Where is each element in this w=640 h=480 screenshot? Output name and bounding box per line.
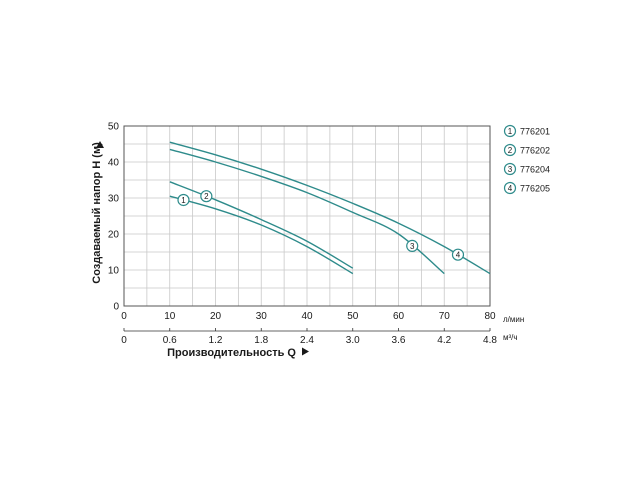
x-tick-label-primary: 60: [393, 311, 405, 322]
x-tick-label-secondary: 4.2: [437, 335, 451, 346]
x-tick-label-secondary: 0.6: [163, 335, 177, 346]
curve-776201: [169, 195, 354, 275]
y-tick-label: 40: [108, 158, 120, 169]
legend-marker-number: 1: [508, 127, 513, 136]
curve-776204: [169, 148, 445, 275]
y-axis-title: Создаваемый напор H (м): [91, 142, 103, 284]
x-tick-label-secondary: 1.2: [209, 335, 223, 346]
y-axis-arrow-icon: [96, 141, 104, 148]
x-tick-label-secondary: 3.0: [346, 335, 360, 346]
x-tick-label-secondary: 1.8: [254, 335, 268, 346]
legend-label-776201: 776201: [520, 127, 550, 137]
curve-marker-1: [177, 193, 190, 207]
y-tick-label: 50: [108, 122, 120, 133]
x-unit-secondary: м³/ч: [503, 333, 518, 342]
y-tick-label: 0: [113, 302, 119, 313]
legend: 1 776201 2 776202 3 776204 4 776205: [503, 124, 550, 195]
x-tick-label-secondary: 4.8: [483, 335, 497, 346]
legend-marker-2: [503, 143, 517, 157]
legend-marker-1: [503, 124, 517, 138]
x-tick-label-primary: 80: [484, 311, 496, 322]
curve-marker-number: 4: [456, 251, 461, 260]
x-tick-label-secondary: 2.4: [300, 335, 314, 346]
legend-marker-number: 4: [508, 184, 513, 193]
curve-marker-number: 2: [204, 192, 209, 201]
legend-marker-number: 2: [508, 146, 513, 155]
curve-marker-4: [451, 248, 465, 261]
x-tick-label-primary: 30: [256, 311, 268, 322]
curve-marker-3: [406, 239, 419, 252]
y-tick-label: 30: [108, 194, 120, 205]
legend-marker-number: 3: [508, 165, 513, 174]
y-tick-label: 20: [108, 230, 120, 241]
x-unit-primary: л/мин: [503, 315, 524, 324]
x-axis-title: Производительность Q: [167, 347, 296, 359]
curve-marker-2: [200, 190, 213, 203]
axes: 0 10 20 30 40 50 0 10 20 30 40 50 60 70 80 л/мин 0 0.6 1.2…: [108, 122, 524, 347]
x-axis-arrow-icon: [302, 347, 309, 356]
curve-marker-number: 3: [410, 242, 415, 251]
x-tick-label-primary: 10: [164, 311, 176, 322]
plot-frame: [123, 125, 491, 307]
x-tick-label-secondary: 0: [121, 335, 127, 346]
axis-labels: Производительность Q Создаваемый напор H …: [91, 141, 309, 359]
curve-776205: [169, 141, 491, 275]
legend-marker-3: [503, 162, 517, 176]
legend-label-776202: 776202: [520, 146, 550, 156]
y-tick-label: 10: [108, 266, 120, 277]
legend-marker-4: [503, 181, 517, 195]
legend-label-776204: 776204: [520, 165, 550, 175]
x-tick-label-primary: 40: [301, 311, 313, 322]
x-tick-label-primary: 70: [439, 311, 451, 322]
x-tick-label-primary: 20: [210, 311, 222, 322]
x-tick-label-primary: 0: [121, 311, 127, 322]
x-tick-label-primary: 50: [347, 311, 359, 322]
x-tick-label-secondary: 3.6: [392, 335, 406, 346]
legend-label-776205: 776205: [520, 184, 550, 194]
curve-marker-number: 1: [181, 196, 186, 205]
curve-markers: 1 2 3 4: [177, 190, 465, 261]
